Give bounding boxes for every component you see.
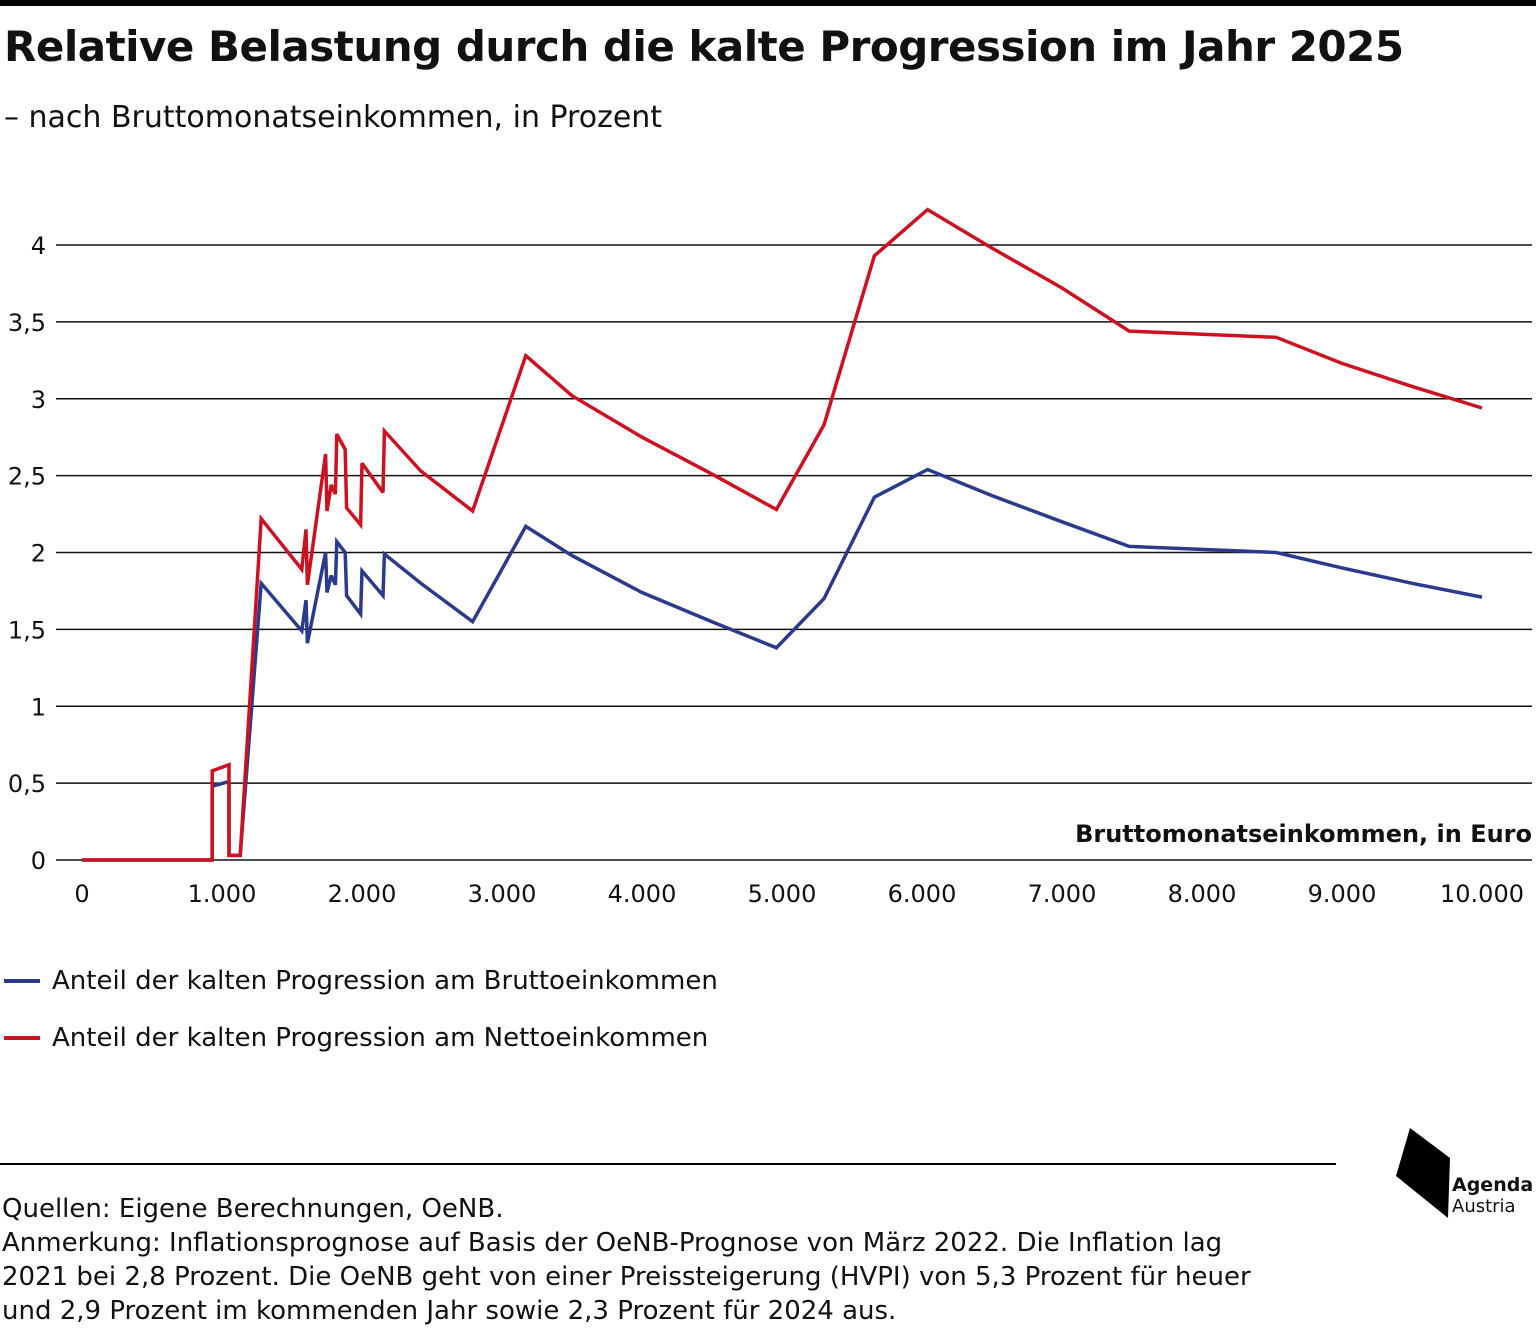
logo-name: Agenda: [1452, 1174, 1534, 1196]
legend-item-netto: Anteil der kalten Progression am Nettoei…: [4, 1023, 718, 1053]
y-tick-label: 4: [31, 232, 46, 260]
note-line-1: Anmerkung: Inflationsprognose auf Basis …: [2, 1228, 1223, 1258]
x-tick-label: 9.000: [1308, 880, 1377, 908]
x-tick-label: 8.000: [1168, 880, 1237, 908]
x-axis-label: Bruttomonatseinkommen, in Euro: [1075, 820, 1532, 848]
series-line-netto: [82, 207, 1483, 862]
y-tick-label: 2,5: [8, 463, 46, 491]
bottom-rule: [0, 1163, 1336, 1165]
x-tick-label: 1.000: [188, 880, 257, 908]
legend-swatch-blue: [4, 979, 40, 983]
note-line-2: 2021 bei 2,8 Prozent. Die OeNB geht von …: [2, 1262, 1251, 1292]
y-tick-label: 1: [31, 693, 46, 721]
x-tick-label: 3.000: [468, 880, 537, 908]
y-tick-label: 0: [31, 847, 46, 875]
y-tick-label: 3: [31, 386, 46, 414]
y-tick-label: 0,5: [8, 770, 46, 798]
grid-lines: [56, 244, 1532, 861]
x-tick-label: 0: [74, 880, 89, 908]
legend-label-netto: Anteil der kalten Progression am Nettoei…: [52, 1023, 709, 1053]
y-axis-ticks: 0 0,5 1 1,5 2 2,5 3 3,5 4: [8, 232, 46, 875]
legend-label-brutto: Anteil der kalten Progression am Bruttoe…: [52, 966, 718, 996]
chart-title: Relative Belastung durch die kalte Progr…: [4, 22, 1404, 71]
note-line-3: und 2,9 Prozent im kommenden Jahr sowie …: [2, 1296, 897, 1326]
sources-text: Quellen: Eigene Berechnungen, OeNB.: [2, 1194, 504, 1224]
legend: Anteil der kalten Progression am Bruttoe…: [4, 966, 718, 1080]
series-line-brutto: [82, 467, 1483, 862]
legend-item-brutto: Anteil der kalten Progression am Bruttoe…: [4, 966, 718, 996]
chart-subtitle: – nach Bruttomonatseinkommen, in Prozent: [4, 100, 663, 135]
series-lines: [82, 207, 1483, 862]
footer: Quellen: Eigene Berechnungen, OeNB. Anme…: [2, 1192, 1342, 1328]
x-tick-label: 2.000: [328, 880, 397, 908]
legend-swatch-red: [4, 1036, 40, 1040]
x-tick-label: 10.000: [1440, 880, 1524, 908]
y-tick-label: 2: [31, 540, 46, 568]
logo-mark-icon: [1396, 1128, 1450, 1218]
x-tick-label: 5.000: [748, 880, 817, 908]
x-tick-label: 7.000: [1028, 880, 1097, 908]
top-rule: [0, 0, 1536, 6]
agenda-austria-logo: Agenda Austria: [1396, 1128, 1536, 1228]
logo-sub: Austria: [1452, 1196, 1516, 1217]
x-tick-label: 6.000: [888, 880, 957, 908]
y-tick-label: 3,5: [8, 309, 46, 337]
y-tick-label: 1,5: [8, 616, 46, 644]
x-axis-ticks: 0 1.000 2.000 3.000 4.000 5.000 6.000 7.000 8.00…: [74, 880, 1524, 908]
x-tick-label: 4.000: [608, 880, 677, 908]
line-chart: 0 0,5 1 1,5 2 2,5 3 3,5 4 0 1.000 2.000 3.000 4.000 5…: [8, 207, 1532, 908]
